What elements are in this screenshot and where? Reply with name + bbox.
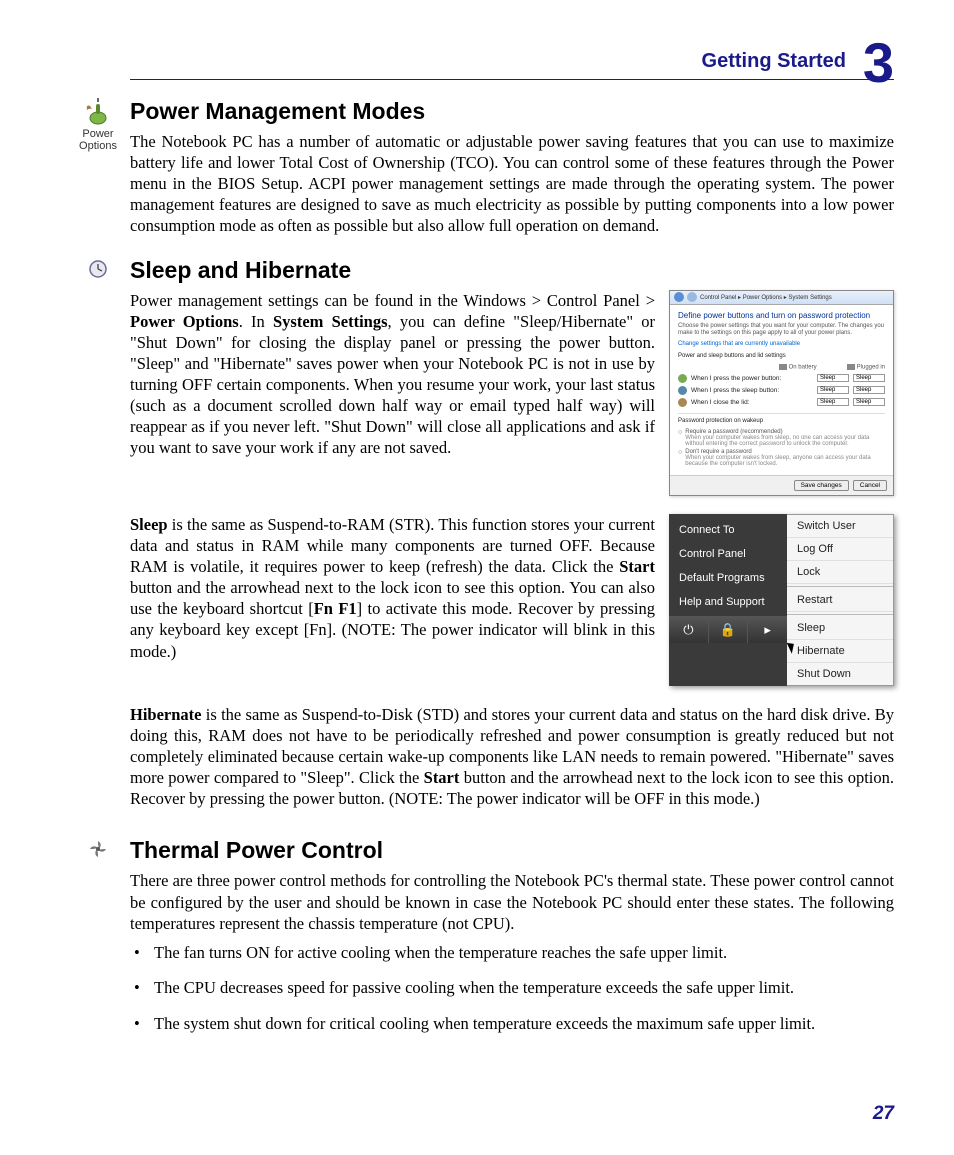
dialog-column-headers: On battery Plugged in bbox=[678, 364, 885, 371]
clock-icon bbox=[78, 259, 118, 281]
start-menu: Connect To Control Panel Default Program… bbox=[669, 514, 894, 686]
section-power-management: Power Options Power Management Modes The… bbox=[130, 98, 894, 237]
section-thermal: Thermal Power Control There are three po… bbox=[130, 837, 894, 1034]
start-menu-left: Connect To Control Panel Default Program… bbox=[669, 514, 787, 686]
menu-item-hibernate[interactable]: Hibernate bbox=[787, 640, 893, 663]
bullet-3: The system shut down for critical coolin… bbox=[154, 1013, 894, 1034]
pw-title: Password protection on wakeup bbox=[678, 418, 885, 425]
bullet-2: The CPU decreases speed for passive cool… bbox=[154, 977, 894, 998]
radio-require-pw[interactable]: Require a password (recommended)When you… bbox=[678, 429, 885, 447]
menu-item-log-off[interactable]: Log Off bbox=[787, 538, 893, 561]
breadcrumb: Control Panel ▸ Power Options ▸ System S… bbox=[700, 294, 832, 301]
menu-item-sleep[interactable]: Sleep bbox=[787, 617, 893, 640]
nav-fwd-icon bbox=[687, 292, 697, 302]
fan-icon bbox=[78, 839, 118, 861]
select-battery[interactable]: Sleep bbox=[817, 398, 849, 406]
para-sleep-2: Sleep is the same as Suspend-to-RAM (STR… bbox=[130, 514, 655, 662]
select-plugged[interactable]: Sleep bbox=[853, 386, 885, 394]
select-plugged[interactable]: Sleep bbox=[853, 398, 885, 406]
menu-item-shutdown[interactable]: Shut Down bbox=[787, 663, 893, 685]
dialog-subtitle: Choose the power settings that you want … bbox=[678, 323, 885, 337]
windows-dialog: Control Panel ▸ Power Options ▸ System S… bbox=[669, 290, 894, 496]
select-battery[interactable]: Sleep bbox=[817, 374, 849, 382]
radio-no-pw[interactable]: Don't require a passwordWhen your comput… bbox=[678, 449, 885, 467]
dialog-titlebar: Control Panel ▸ Power Options ▸ System S… bbox=[670, 291, 893, 305]
menu-item-lock[interactable]: Lock bbox=[787, 561, 893, 584]
cancel-button[interactable]: Cancel bbox=[853, 480, 887, 491]
select-battery[interactable]: Sleep bbox=[817, 386, 849, 394]
menu-item-control-panel[interactable]: Control Panel bbox=[669, 542, 787, 566]
thermal-bullet-list: The fan turns ON for active cooling when… bbox=[130, 942, 894, 1034]
heading-power-management: Power Management Modes bbox=[130, 98, 894, 125]
dialog-section-label: Power and sleep buttons and lid settings bbox=[678, 353, 885, 360]
icon-caption: Power Options bbox=[79, 128, 117, 152]
sleep-button-icon bbox=[678, 386, 687, 395]
start-menu-right: Switch User Log Off Lock Restart Sleep H… bbox=[787, 514, 894, 686]
para-sleep-1: Power management settings can be found i… bbox=[130, 290, 655, 459]
dialog-link[interactable]: Change settings that are currently unava… bbox=[678, 341, 885, 347]
power-button-icon bbox=[678, 374, 687, 383]
dialog-row-power-button: When I press the power button: Sleep Sle… bbox=[678, 374, 885, 383]
para-power-management: The Notebook PC has a number of automati… bbox=[130, 131, 894, 237]
separator bbox=[787, 586, 893, 587]
arrow-icon[interactable]: ▸ bbox=[748, 617, 787, 643]
lid-icon bbox=[678, 398, 687, 407]
bullet-1: The fan turns ON for active cooling when… bbox=[154, 942, 894, 963]
power-options-dialog-figure: Control Panel ▸ Power Options ▸ System S… bbox=[669, 290, 894, 496]
dialog-row-sleep-button: When I press the sleep button: Sleep Sle… bbox=[678, 386, 885, 395]
password-section: Password protection on wakeup Require a … bbox=[678, 413, 885, 467]
start-menu-figure: Connect To Control Panel Default Program… bbox=[669, 514, 894, 686]
para-hibernate: Hibernate is the same as Suspend-to-Disk… bbox=[130, 704, 894, 810]
page-number: 27 bbox=[873, 1103, 894, 1125]
save-button[interactable]: Save changes bbox=[794, 480, 849, 491]
power-icon[interactable]: ⏻ bbox=[669, 617, 709, 643]
dialog-row-lid: When I close the lid: Sleep Sleep bbox=[678, 398, 885, 407]
separator bbox=[787, 614, 893, 615]
section-sleep-hibernate: Sleep and Hibernate Power management set… bbox=[130, 257, 894, 810]
page-header: Getting Started 3 bbox=[130, 30, 894, 80]
select-plugged[interactable]: Sleep bbox=[853, 374, 885, 382]
chapter-number: 3 bbox=[863, 35, 894, 91]
menu-item-switch-user[interactable]: Switch User bbox=[787, 515, 893, 538]
menu-item-default-programs[interactable]: Default Programs bbox=[669, 566, 787, 590]
dialog-title: Define power buttons and turn on passwor… bbox=[678, 311, 885, 320]
para-thermal: There are three power control methods fo… bbox=[130, 870, 894, 933]
power-options-icon: Power Options bbox=[78, 98, 118, 152]
menu-item-restart[interactable]: Restart bbox=[787, 589, 893, 612]
heading-thermal: Thermal Power Control bbox=[130, 837, 894, 864]
heading-sleep-hibernate: Sleep and Hibernate bbox=[130, 257, 894, 284]
menu-item-help[interactable]: Help and Support bbox=[669, 590, 787, 614]
nav-back-icon bbox=[674, 292, 684, 302]
menu-item-connect[interactable]: Connect To bbox=[669, 518, 787, 542]
lock-icon[interactable]: 🔒 bbox=[709, 617, 749, 643]
header-title: Getting Started bbox=[702, 50, 846, 73]
